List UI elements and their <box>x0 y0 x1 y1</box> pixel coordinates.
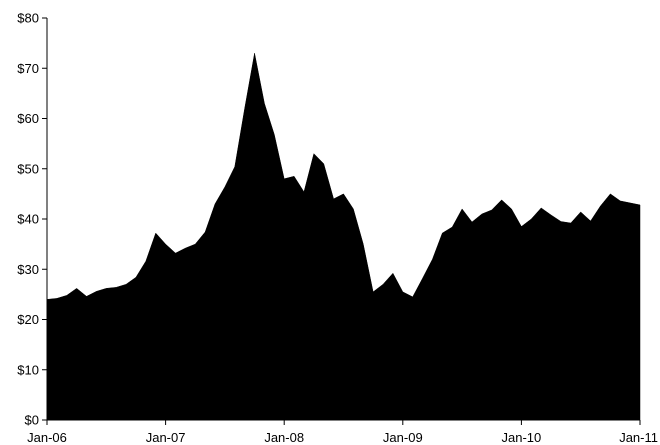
area-layer <box>46 53 641 421</box>
x-tick-label: Jan-11 <box>619 430 658 445</box>
x-tick-label: Jan-09 <box>383 430 423 445</box>
y-tick-label: $60 <box>17 111 39 126</box>
x-tick-labels: Jan-06 Jan-07 Jan-08 Jan-09 Jan-10 Jan-11 <box>27 430 658 445</box>
axis-layer <box>42 17 641 425</box>
x-tick-label: Jan-08 <box>264 430 304 445</box>
area-series <box>46 53 641 421</box>
y-tick-labels: $0 $10 $20 $30 $40 $50 $60 $70 $80 <box>17 11 39 428</box>
y-tick-label: $80 <box>17 11 39 26</box>
y-tick-label: $30 <box>17 262 39 277</box>
y-tick-label: $0 <box>25 413 39 428</box>
x-tick-label: Jan-06 <box>27 430 67 445</box>
y-tick-label: $20 <box>17 312 39 327</box>
x-tick-label: Jan-10 <box>502 430 542 445</box>
x-tick-label: Jan-07 <box>146 430 186 445</box>
y-tick-label: $10 <box>17 362 39 377</box>
y-tick-label: $50 <box>17 161 39 176</box>
y-tick-label: $70 <box>17 61 39 76</box>
y-tick-label: $40 <box>17 212 39 227</box>
